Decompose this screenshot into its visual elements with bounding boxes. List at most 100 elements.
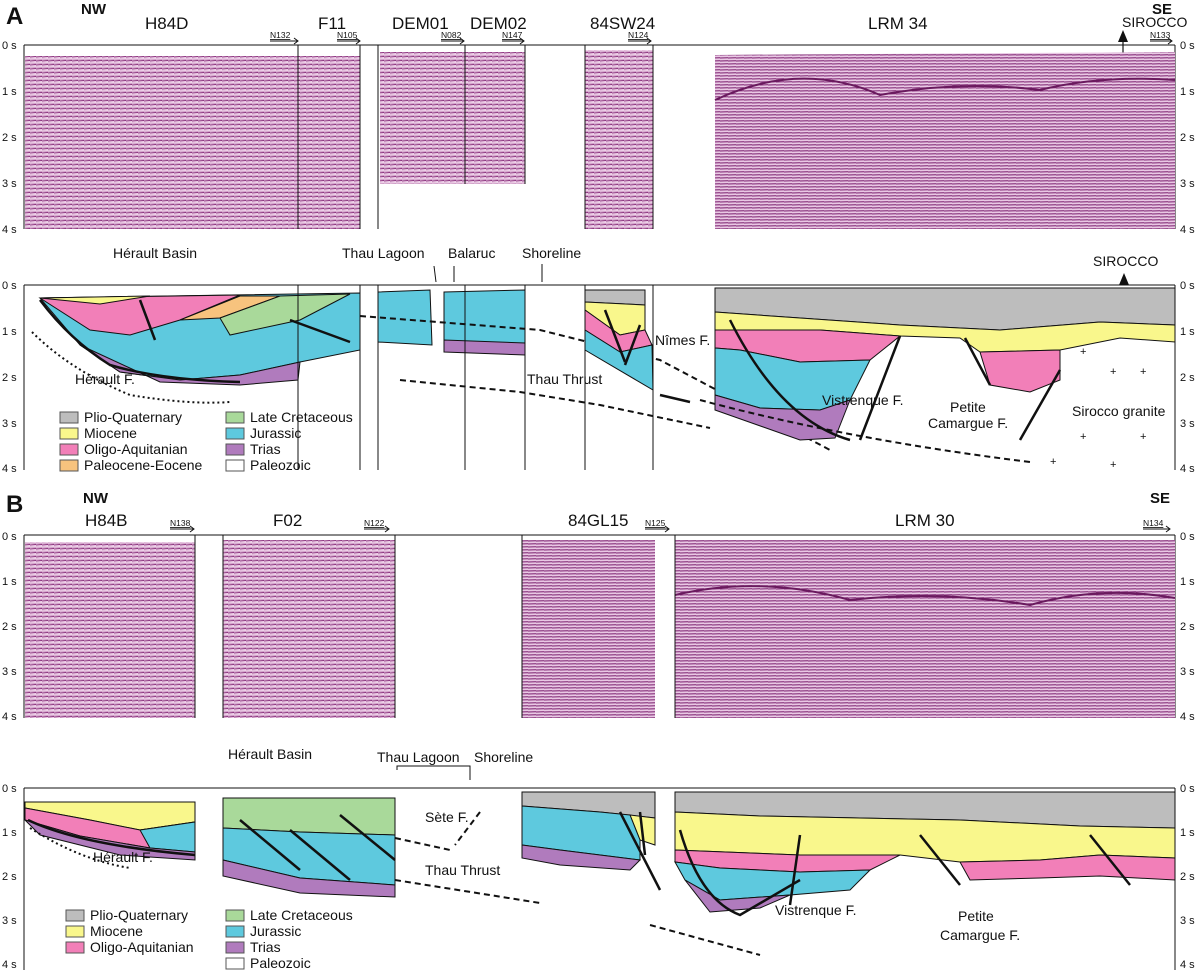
lrm30-faults: [678, 829, 1131, 917]
legend-swatch-cretaceous-b: [225, 909, 245, 922]
legend-label-trias-b: Trias: [250, 939, 281, 955]
label-sete-fault: Sète F.: [425, 809, 469, 825]
legend-a: Plio-Quaternary Miocene Oligo-Aquitanian…: [59, 409, 353, 473]
seismic-image-dem01: [380, 52, 465, 184]
orientation-tags-b: N138 N122 N125 N134: [170, 518, 1171, 533]
direction-se-a: SE: [1152, 1, 1172, 18]
legend-label-paleozoic-b: Paleozoic: [250, 955, 311, 971]
legend-label-plio-b: Plio-Quaternary: [90, 907, 188, 923]
legend-swatch-plio-b: [65, 909, 85, 922]
tick-1s: 1 s: [2, 86, 17, 98]
tick-0s-right: 0 s: [1180, 40, 1195, 52]
label-sirocco-granite: Sirocco granite: [1072, 403, 1166, 419]
tick-4s: 4 s: [2, 224, 17, 236]
granite-cross-1: +: [1080, 346, 1086, 358]
legend-label-trias-a: Trias: [250, 441, 281, 457]
tick-3s: 3 s: [2, 178, 17, 190]
tick-2s: 2 s: [2, 132, 17, 144]
legend-label-miocene-b: Miocene: [90, 923, 143, 939]
unit-oligo-herault: [38, 294, 241, 336]
seismic-image-h84b: [25, 542, 195, 718]
line-name-dem01: DEM01: [392, 14, 449, 33]
dashed-faults-b: [394, 811, 541, 904]
label-herault-basin-b: Hérault Basin: [228, 746, 312, 762]
seismic-sections-b: [25, 535, 1176, 718]
btick-4s: 4 s: [2, 711, 17, 723]
label-nimes-fault: Nîmes F.: [655, 332, 710, 348]
btick-3s-right: 3 s: [1180, 666, 1195, 678]
panel-letter-b: B: [6, 491, 23, 518]
interp-ticks-left-b: 0 s 1 s 2 s 3 s 4 s: [2, 783, 17, 971]
label-petite-b: Petite: [958, 908, 994, 924]
line-name-h84d: H84D: [145, 14, 188, 33]
legend-label-jurassic-a: Jurassic: [250, 425, 301, 441]
itick-3s-right: 3 s: [1180, 418, 1195, 430]
itick-2s-right: 2 s: [1180, 372, 1195, 384]
label-thau-lagoon-b: Thau Lagoon: [377, 749, 460, 765]
orientation-n132: N132: [270, 30, 291, 40]
orientation-n138: N138: [170, 518, 191, 528]
unit-oligo-lrm34-b: [979, 349, 1061, 393]
legend-b: Plio-Quaternary Miocene Oligo-Aquitanian…: [65, 907, 353, 971]
well-triangle-interp: [1119, 273, 1129, 285]
unit-trias-84gl15: [521, 844, 642, 871]
seismic-image-lrm30: [675, 540, 1175, 718]
orientation-n082: N082: [441, 30, 462, 40]
f02-faults: [239, 814, 396, 881]
label-balaruc: Balaruc: [448, 245, 495, 261]
itick-4s: 4 s: [2, 463, 17, 475]
line-name-h84b: H84B: [85, 511, 128, 530]
legend-label-oligo-a: Oligo-Aquitanian: [84, 441, 188, 457]
btick-0s-right: 0 s: [1180, 531, 1195, 543]
orientation-arrows-b: [170, 525, 1171, 533]
herault-fault-trace-b: [27, 818, 196, 857]
panel-a: A NW SE H84D F11 DEM01 DEM02 84SW24 LRM …: [2, 1, 1195, 475]
legend-swatch-paleozoic-a: [225, 459, 245, 472]
itick-3s: 3 s: [2, 418, 17, 430]
herault-faults: [138, 299, 351, 344]
seismic-image-lrm34: [715, 52, 1175, 229]
reflector-lrm30: [674, 585, 1176, 607]
reflector-lrm34: [714, 77, 1176, 101]
orientation-n125: N125: [645, 518, 666, 528]
thau-thrust-dashed-lower: [399, 379, 711, 429]
legend-swatch-paleocene-a: [59, 459, 79, 472]
legend-swatch-jurassic-b: [225, 925, 245, 938]
interp-ticks-right-a: 0 s 1 s 2 s 3 s 4 s: [1180, 280, 1195, 475]
label-herault-basin-a: Hérault Basin: [113, 245, 197, 261]
seismic-image-84sw24: [585, 50, 653, 229]
orientation-n105: N105: [337, 30, 358, 40]
well-triangle-seismic: [1118, 30, 1128, 42]
label-camargue-fault-b: Camargue F.: [940, 927, 1020, 943]
line-name-dem02: DEM02: [470, 14, 527, 33]
tick-0s: 0 s: [2, 40, 17, 52]
line-name-84sw24: 84SW24: [590, 14, 655, 33]
seismic-image-84gl15: [522, 540, 655, 718]
btick-3s: 3 s: [2, 666, 17, 678]
legend-label-paleocene-a: Paleocene-Eocene: [84, 457, 203, 473]
bitick-2s-right: 2 s: [1180, 871, 1195, 883]
legend-swatch-miocene-b: [65, 925, 85, 938]
thau-thrust-lrm34: [699, 399, 1031, 463]
lrm34-faults: [728, 319, 1062, 442]
legend-swatch-paleozoic-b: [225, 957, 245, 970]
orientation-tags-a: N132 N105 N082 N147 N124 N133: [270, 30, 1173, 45]
granite-cross-6: +: [1050, 456, 1056, 468]
legend-swatch-miocene-a: [59, 427, 79, 440]
label-herault-fault-b: Hérault F.: [93, 849, 153, 865]
legend-swatch-jurassic-a: [225, 427, 245, 440]
seismic-ticks-left-b: 0 s 1 s 2 s 3 s 4 s: [2, 531, 17, 723]
btick-2s: 2 s: [2, 621, 17, 633]
legend-label-jurassic-b: Jurassic: [250, 923, 301, 939]
bitick-1s: 1 s: [2, 827, 17, 839]
thau-thrust-lrm30: [649, 924, 761, 956]
label-herault-fault-a: Hérault F.: [75, 371, 135, 387]
legend-label-oligo-b: Oligo-Aquitanian: [90, 939, 194, 955]
orientation-n133: N133: [1150, 30, 1171, 40]
label-thau-thrust-a: Thau Thrust: [527, 371, 602, 387]
legend-swatch-oligo-a: [59, 443, 79, 456]
bitick-1s-right: 1 s: [1180, 827, 1195, 839]
seismic-image-f11: [298, 56, 360, 229]
line-name-84gl15: 84GL15: [568, 511, 629, 530]
label-petite-a: Petite: [950, 399, 986, 415]
